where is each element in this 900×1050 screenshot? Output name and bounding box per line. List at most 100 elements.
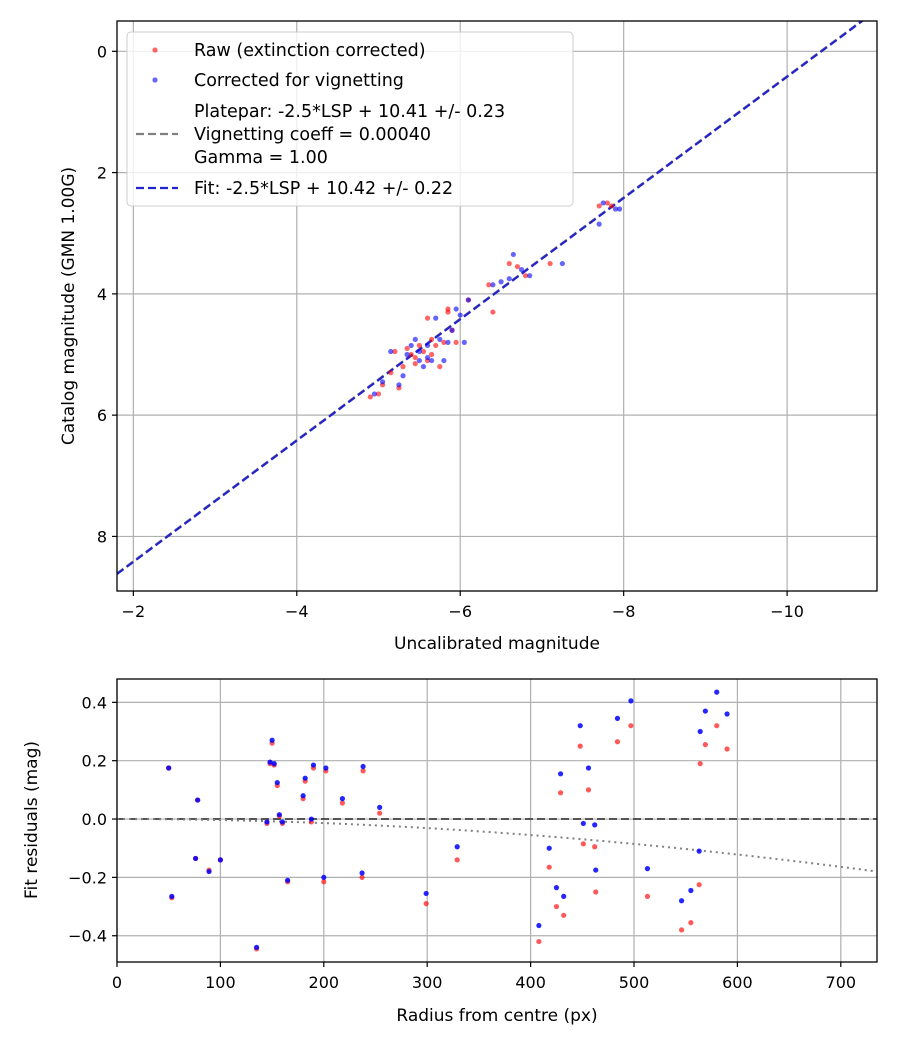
corrected-residual-point bbox=[302, 775, 308, 781]
bottom-scatter-points bbox=[166, 689, 730, 952]
corrected-point bbox=[441, 357, 447, 364]
corrected-point bbox=[429, 357, 435, 364]
top-x-tick-label: −4 bbox=[285, 602, 309, 621]
legend: Raw (extinction corrected) Corrected for… bbox=[126, 31, 574, 207]
top-x-axis-label: Uncalibrated magnitude bbox=[394, 634, 600, 654]
bottom-x-tick-label: 400 bbox=[515, 973, 546, 992]
corrected-residual-point bbox=[696, 848, 702, 854]
raw-residual-point bbox=[696, 882, 702, 888]
vignetting-curve bbox=[117, 818, 878, 873]
raw-residual-point bbox=[423, 901, 429, 907]
legend-vignetting-label: Vignetting coeff = 0.00040 bbox=[194, 125, 431, 145]
bottom-y-tick-label: 0.0 bbox=[82, 810, 107, 829]
legend-gamma-label: Gamma = 1.00 bbox=[194, 148, 328, 168]
top-y-tick-label: 0 bbox=[97, 42, 107, 61]
raw-point bbox=[514, 263, 521, 270]
raw-residual-point bbox=[359, 874, 365, 880]
corrected-residual-point bbox=[377, 804, 383, 810]
raw-point bbox=[404, 345, 410, 352]
raw-residual-point bbox=[593, 889, 599, 895]
raw-point bbox=[486, 282, 492, 288]
corrected-residual-point bbox=[697, 728, 703, 735]
top-x-tick-label: −2 bbox=[122, 602, 146, 621]
legend-fit-label: Fit: -2.5*LSP + 10.42 +/- 0.22 bbox=[194, 179, 453, 199]
raw-residual-point bbox=[702, 742, 708, 748]
corrected-residual-point bbox=[271, 761, 277, 767]
corrected-residual-point bbox=[580, 820, 586, 827]
corrected-residual-point bbox=[423, 890, 429, 897]
residuals-plot: 0 100 200 300 400 500 600 700 −0.4 −0.2 0.0 0.2 0.4… bbox=[22, 678, 878, 1026]
corrected-point bbox=[379, 379, 386, 385]
raw-residual-point bbox=[557, 790, 564, 796]
corrected-residual-point bbox=[585, 765, 592, 771]
corrected-residual-point bbox=[310, 762, 317, 768]
legend-raw-label: Raw (extinction corrected) bbox=[194, 41, 426, 61]
corrected-residual-point bbox=[724, 711, 730, 717]
corrected-residual-point bbox=[702, 708, 708, 714]
corrected-point bbox=[612, 206, 619, 212]
corrected-point bbox=[408, 342, 414, 349]
legend-corrected-marker bbox=[152, 77, 158, 83]
raw-point bbox=[433, 342, 439, 349]
raw-point bbox=[506, 260, 512, 267]
fit-line bbox=[117, 21, 865, 575]
corrected-point bbox=[465, 297, 471, 303]
corrected-point bbox=[412, 336, 418, 342]
corrected-point bbox=[433, 315, 439, 321]
raw-point bbox=[429, 336, 435, 342]
bottom-x-tick-label: 100 bbox=[205, 973, 236, 992]
corrected-point bbox=[600, 200, 606, 206]
top-fit-lines bbox=[117, 21, 865, 575]
corrected-residual-point bbox=[678, 898, 685, 904]
raw-residual-point bbox=[628, 723, 634, 729]
bottom-x-tick-label: 700 bbox=[826, 973, 857, 992]
bottom-x-axis-label: Radius from centre (px) bbox=[396, 1006, 597, 1026]
bottom-y-tick-label: 0.4 bbox=[82, 693, 107, 712]
raw-residual-point bbox=[592, 844, 598, 850]
corrected-residual-point bbox=[714, 689, 720, 695]
corrected-residual-point bbox=[192, 855, 199, 862]
raw-residual-point bbox=[339, 800, 346, 806]
corrected-residual-point bbox=[253, 944, 260, 951]
corrected-residual-point bbox=[169, 893, 175, 899]
corrected-point bbox=[457, 312, 463, 318]
corrected-residual-point bbox=[553, 885, 560, 891]
raw-point bbox=[490, 309, 496, 315]
corrected-point bbox=[559, 260, 565, 267]
corrected-residual-point bbox=[321, 874, 327, 880]
corrected-residual-point bbox=[593, 867, 599, 873]
raw-point bbox=[392, 348, 398, 355]
raw-point bbox=[445, 306, 451, 312]
corrected-residual-point bbox=[195, 797, 201, 803]
corrected-point bbox=[388, 348, 394, 355]
bottom-x-tick-label: 300 bbox=[412, 973, 443, 992]
corrected-residual-point bbox=[206, 868, 212, 875]
raw-residual-point bbox=[678, 927, 685, 933]
corrected-residual-point bbox=[454, 844, 460, 850]
corrected-point bbox=[404, 351, 410, 358]
corrected-residual-point bbox=[300, 793, 306, 799]
bottom-axes-frame bbox=[116, 678, 878, 963]
top-y-tick-label: 6 bbox=[97, 406, 107, 425]
bottom-x-ticks: 0 100 200 300 400 500 600 700 bbox=[112, 962, 856, 992]
raw-point bbox=[412, 354, 418, 361]
bottom-y-axis-label: Fit residuals (mag) bbox=[22, 741, 42, 899]
raw-point bbox=[408, 351, 414, 358]
raw-residual-point bbox=[377, 810, 383, 816]
corrected-point bbox=[616, 206, 623, 212]
corrected-residual-point bbox=[592, 822, 598, 828]
top-x-tick-label: −6 bbox=[448, 602, 472, 621]
magnitude-calibration-plot: −2 −4 −6 −8 −10 0 2 4 6 8 Uncalibrated magnitude… bbox=[59, 20, 878, 654]
corrected-point bbox=[506, 276, 512, 282]
corrected-residual-point bbox=[269, 737, 275, 743]
corrected-residual-point bbox=[339, 796, 346, 802]
legend-platepar-label: Platepar: -2.5*LSP + 10.41 +/- 0.23 bbox=[194, 102, 505, 122]
raw-residual-point bbox=[546, 864, 552, 870]
raw-residual-point bbox=[714, 723, 720, 729]
legend-corrected-label: Corrected for vignetting bbox=[194, 71, 404, 91]
bottom-x-tick-label: 500 bbox=[619, 973, 650, 992]
top-y-axis-label: Catalog magnitude (GMN 1.00G) bbox=[59, 167, 79, 445]
corrected-point bbox=[416, 348, 422, 355]
raw-residual-point bbox=[688, 920, 694, 926]
corrected-residual-point bbox=[166, 765, 172, 771]
